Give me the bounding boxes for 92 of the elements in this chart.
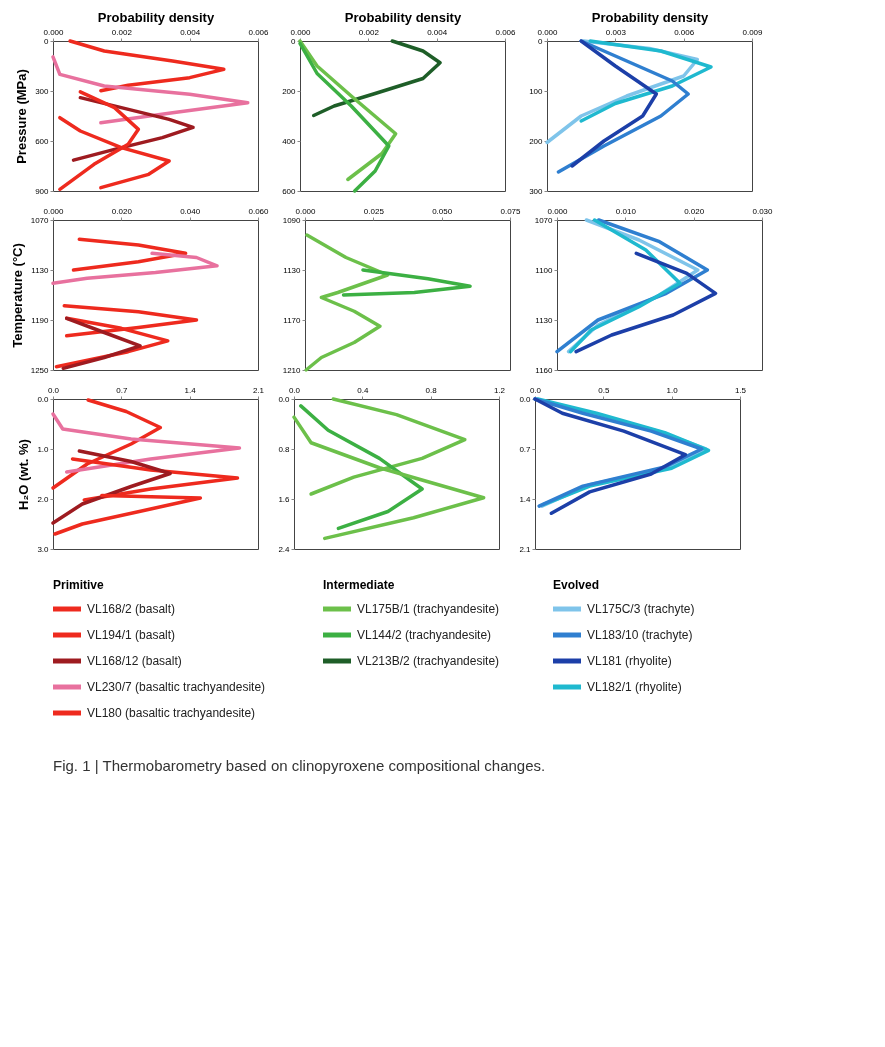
y-tick-label: 0.0: [37, 394, 50, 404]
x-tick-label: 0.003: [605, 27, 627, 37]
legend-label: VL183/10 (trachyte): [587, 628, 693, 642]
caption: Fig. 1 | Thermobarometry based on clinopyroxene compositional changes.: [53, 757, 546, 774]
y-tick-label: 2.4: [278, 544, 291, 554]
x-tick-label: 0.020: [111, 206, 133, 216]
x-tick-label: 0.002: [358, 27, 380, 37]
y-tick-label: 3.0: [37, 544, 50, 554]
x-tick-label: 0.060: [248, 206, 270, 216]
x-tick-label: 2.1: [252, 385, 265, 395]
x-tick-label: 0.006: [248, 27, 270, 37]
x-tick-label: 0.0: [47, 385, 60, 395]
x-tick-label: 0.4: [357, 385, 369, 395]
x-tick-label: 0.006: [674, 27, 695, 37]
y-tick-label: 1250: [30, 365, 50, 375]
legend-label: VL175B/1 (trachyandesite): [357, 602, 500, 616]
legend-label: VL180 (basaltic trachyandesite): [87, 706, 256, 720]
x-tick-label: 0.8: [425, 385, 438, 395]
x-tick-label: 0.004: [427, 27, 448, 37]
legend-label: VL213B/2 (trachyandesite): [357, 654, 500, 668]
y-tick-label: 0.8: [278, 444, 291, 454]
x-tick-label: 0.000: [295, 206, 317, 216]
legend-label: VL182/1 (rhyolite): [587, 680, 682, 694]
y-tick-label: 300: [35, 86, 50, 96]
x-tick-label: 0.002: [111, 27, 133, 37]
x-tick-label: 0.5: [598, 385, 610, 395]
x-tick-label: 0.020: [684, 206, 705, 216]
y-tick-label: 1130: [283, 265, 302, 275]
legend-title: Evolved: [553, 578, 600, 592]
y-tick-label: 600: [35, 136, 50, 146]
y-tick-label: 1.6: [278, 494, 291, 504]
legend-label: VL230/7 (basaltic trachyandesite): [87, 680, 266, 694]
y-tick-label: 200: [282, 86, 297, 96]
x-tick-label: 0.050: [432, 206, 453, 216]
x-tick-label: 0.010: [615, 206, 637, 216]
x-tick-label: 0.000: [43, 206, 65, 216]
legend-label: VL168/12 (basalt): [87, 654, 182, 668]
y-tick-label: 0.0: [519, 394, 532, 404]
y-tick-label: 300: [529, 186, 544, 196]
y-tick-label: 2.0: [37, 494, 50, 504]
y-tick-label: 0: [538, 36, 544, 46]
legend-title: Primitive: [53, 578, 105, 592]
y-axis-title: H₂O (wt. %): [16, 439, 32, 510]
x-tick-label: 0.030: [752, 206, 774, 216]
legend-label: VL168/2 (basalt): [87, 602, 176, 616]
y-tick-label: 1160: [535, 365, 554, 375]
x-tick-label: 0.006: [495, 27, 517, 37]
y-tick-label: 0: [44, 36, 50, 46]
legend-label: VL175C/3 (trachyte): [587, 602, 695, 616]
x-tick-label: 0.7: [116, 385, 128, 395]
x-tick-label: 0.025: [363, 206, 385, 216]
y-tick-label: 2.1: [519, 544, 532, 554]
x-tick-label: 0.000: [43, 27, 65, 37]
y-tick-label: 1190: [31, 315, 50, 325]
y-axis-title: Pressure (MPa): [14, 69, 30, 164]
y-tick-label: 900: [35, 186, 50, 196]
y-axis-title: Temperature (°C): [9, 243, 25, 348]
y-tick-label: 200: [529, 136, 544, 146]
x-axis-title: Probability density: [344, 9, 462, 25]
x-tick-label: 0.075: [500, 206, 522, 216]
x-axis-title: Probability density: [97, 9, 215, 25]
legend-label: VL144/2 (trachyandesite): [357, 628, 492, 642]
y-tick-label: 1070: [534, 215, 554, 225]
y-tick-label: 1130: [535, 315, 554, 325]
y-tick-label: 1100: [535, 265, 554, 275]
y-tick-label: 1.0: [37, 444, 50, 454]
y-tick-label: 0.0: [278, 394, 291, 404]
y-tick-label: 1170: [283, 315, 302, 325]
y-tick-label: 1130: [31, 265, 50, 275]
x-tick-label: 1.0: [666, 385, 679, 395]
y-tick-label: 1090: [282, 215, 302, 225]
y-tick-label: 0.7: [519, 444, 532, 454]
x-tick-label: 0.009: [742, 27, 764, 37]
x-tick-label: 1.4: [184, 385, 197, 395]
legend-label: VL194/1 (basalt): [87, 628, 176, 642]
y-tick-label: 1210: [282, 365, 302, 375]
y-tick-label: 1070: [30, 215, 50, 225]
y-tick-label: 1.4: [519, 494, 532, 504]
y-tick-label: 400: [282, 136, 297, 146]
y-tick-label: 100: [529, 86, 544, 96]
x-tick-label: 0.000: [290, 27, 312, 37]
x-tick-label: 0.000: [537, 27, 559, 37]
legend-label: VL181 (rhyolite): [587, 654, 672, 668]
y-tick-label: 0: [291, 36, 297, 46]
y-tick-label: 600: [282, 186, 297, 196]
x-tick-label: 0.000: [547, 206, 569, 216]
x-tick-label: 1.5: [734, 385, 747, 395]
x-tick-label: 0.040: [180, 206, 201, 216]
x-tick-label: 1.2: [493, 385, 506, 395]
legend-title: Intermediate: [323, 578, 395, 592]
x-axis-title: Probability density: [591, 9, 709, 25]
x-tick-label: 0.004: [180, 27, 201, 37]
